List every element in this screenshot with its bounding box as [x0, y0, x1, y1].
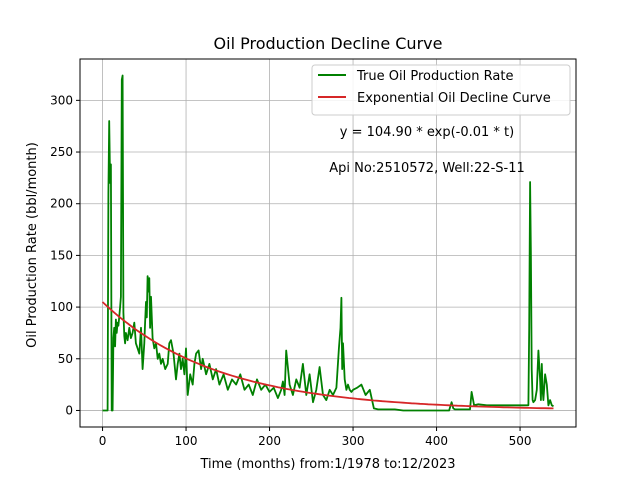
y-axis-label: Oil Production Rate (bbl/month)	[25, 142, 40, 348]
legend-label-true-rate: True Oil Production Rate	[356, 69, 513, 84]
y-tick-label: 200	[50, 197, 73, 211]
legend-label-fit: Exponential Oil Decline Curve	[357, 91, 551, 106]
x-tick-label: 300	[342, 434, 365, 448]
y-tick-label: 250	[50, 145, 73, 159]
x-axis-label: Time (months) from:1/1978 to:12/2023	[199, 457, 455, 472]
y-tick-label: 0	[65, 403, 73, 417]
legend-box	[311, 64, 571, 116]
series-true-oil-production-rate	[102, 74, 554, 412]
well-info-annotation: Api No:2510572, Well:22-S-11	[329, 161, 525, 176]
axis-ticks: 0 100 200 300 400 500 0 50 100 150 200 250 300	[50, 93, 531, 448]
y-tick-label: 50	[58, 352, 73, 366]
legend: True Oil Production Rate Exponential Oil…	[311, 64, 571, 116]
x-tick-label: 0	[99, 434, 107, 448]
chart-title: Oil Production Decline Curve	[214, 34, 443, 53]
series-exponential-decline-curve	[101, 301, 554, 410]
fit-equation-annotation: y = 104.90 * exp(-0.01 * t)	[340, 125, 514, 140]
y-tick-label: 300	[50, 93, 73, 107]
x-tick-label: 100	[175, 434, 198, 448]
y-tick-label: 150	[50, 248, 73, 262]
y-tick-label: 100	[50, 300, 73, 314]
x-tick-label: 200	[258, 434, 281, 448]
axes-frame	[79, 58, 577, 428]
x-tick-label: 500	[509, 434, 532, 448]
x-tick-label: 400	[425, 434, 448, 448]
plot-series-group	[101, 74, 554, 412]
